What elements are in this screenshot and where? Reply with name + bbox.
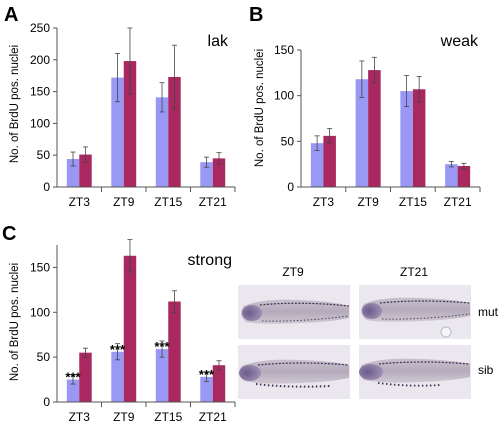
zebrafish-larva-photo (238, 285, 350, 339)
panel-c: C No. of BrdU pos. nuclei strong 0 50 100 1… (2, 223, 236, 424)
bar (79, 352, 92, 402)
significance-marker: *** (154, 339, 170, 354)
zebrafish-larva-photo (359, 285, 471, 339)
x-tick-label: ZT3 (69, 410, 91, 424)
bar (212, 365, 226, 402)
zebrafish-larva-photo (359, 345, 471, 399)
panel-letter-a: A (4, 4, 18, 26)
bar (200, 162, 213, 187)
panel-a: A No. of BrdU pos. nuclei lak 0 50 100 150 2… (4, 4, 236, 209)
bar (155, 349, 169, 402)
bar (168, 301, 181, 402)
axes-c (53, 245, 236, 407)
annotations-c: *** *** *** *** (65, 339, 215, 385)
x-tick-labels-a: ZT3 ZT9 ZT15 ZT21 (69, 195, 227, 209)
error-bars-b (314, 56, 467, 170)
bar (111, 77, 124, 187)
axes-b (297, 49, 481, 192)
x-tick-label: ZT9 (113, 410, 135, 424)
y-tick-label: 250 (30, 21, 50, 35)
bar (79, 154, 92, 187)
y-tick-label: 0 (287, 180, 294, 194)
y-tick-label: 50 (37, 148, 51, 162)
bar (212, 158, 226, 187)
y-tick-label: 150 (30, 85, 50, 99)
bar (155, 97, 169, 187)
error-bars-c (70, 239, 222, 385)
bar (457, 165, 471, 187)
y-tick-label: 100 (30, 305, 50, 319)
x-tick-label: ZT9 (357, 195, 379, 209)
bar (310, 143, 324, 187)
axes-a (53, 27, 236, 192)
bar-group-c (66, 255, 226, 402)
y-tick-label: 150 (30, 260, 50, 274)
x-tick-label: ZT15 (399, 195, 427, 209)
y-tick-label: 0 (43, 180, 50, 194)
y-tick-label: 150 (274, 43, 294, 57)
photo-column-label-zt9: ZT9 (282, 265, 304, 279)
y-axis-title-c: No. of BrdU pos. nuclei (9, 263, 21, 381)
significance-marker: *** (65, 370, 81, 385)
y-tick-labels-a: 0 50 100 150 200 250 (30, 21, 50, 194)
y-tick-label: 50 (281, 134, 295, 148)
y-tick-label: 100 (30, 116, 50, 130)
photo-row-label-sib: sib (478, 363, 494, 377)
bar (445, 164, 458, 187)
bar (111, 351, 124, 402)
bar (412, 89, 426, 187)
bar (355, 79, 369, 187)
x-tick-label: ZT9 (113, 195, 135, 209)
x-tick-label: ZT15 (154, 195, 182, 209)
x-tick-label: ZT3 (313, 195, 335, 209)
error-bars-a (70, 27, 222, 168)
photo-column-label-zt21: ZT21 (400, 265, 428, 279)
significance-marker: *** (110, 342, 126, 357)
y-tick-labels-b: 0 50 100 150 (274, 43, 294, 194)
y-tick-label: 50 (37, 350, 51, 364)
chart-title-c: strong (188, 252, 232, 269)
photo-row-label-mut: mut (478, 305, 499, 319)
chart-title-b: weak (440, 33, 479, 50)
bar (200, 376, 213, 402)
chart-title-a: lak (208, 33, 229, 50)
x-tick-label: ZT21 (199, 410, 227, 424)
bar (323, 135, 336, 187)
bar (168, 76, 181, 187)
panel-letter-c: C (2, 223, 16, 245)
bar-group-a (66, 61, 226, 187)
bar (123, 255, 137, 402)
bar-group-b (310, 70, 471, 187)
bar (123, 61, 137, 187)
y-tick-label: 200 (30, 53, 50, 67)
panel-letter-b: B (249, 4, 263, 26)
y-tick-label: 100 (274, 89, 294, 103)
bar (66, 379, 80, 402)
x-tick-label: ZT3 (69, 195, 91, 209)
photo-grid: ZT9 ZT21 mut sib (238, 265, 499, 399)
x-tick-label: ZT15 (154, 410, 182, 424)
x-tick-label: ZT21 (199, 195, 227, 209)
y-axis-title-a: No. of BrdU pos. nuclei (9, 45, 21, 163)
bar (66, 159, 80, 187)
y-axis-title-b: No. of BrdU pos. nuclei (254, 49, 266, 167)
y-tick-label: 0 (43, 395, 50, 409)
y-tick-labels-c: 0 50 100 150 (30, 260, 50, 409)
x-tick-labels-b: ZT3 ZT9 ZT15 ZT21 (313, 195, 472, 209)
bar (368, 70, 381, 187)
bar (400, 91, 413, 187)
significance-marker: *** (199, 367, 215, 382)
x-tick-label: ZT21 (444, 195, 472, 209)
x-tick-labels-c: ZT3 ZT9 ZT15 ZT21 (69, 410, 227, 424)
panel-b: B No. of BrdU pos. nuclei weak 0 50 100 150… (249, 4, 481, 209)
zebrafish-larva-photo (238, 345, 350, 399)
